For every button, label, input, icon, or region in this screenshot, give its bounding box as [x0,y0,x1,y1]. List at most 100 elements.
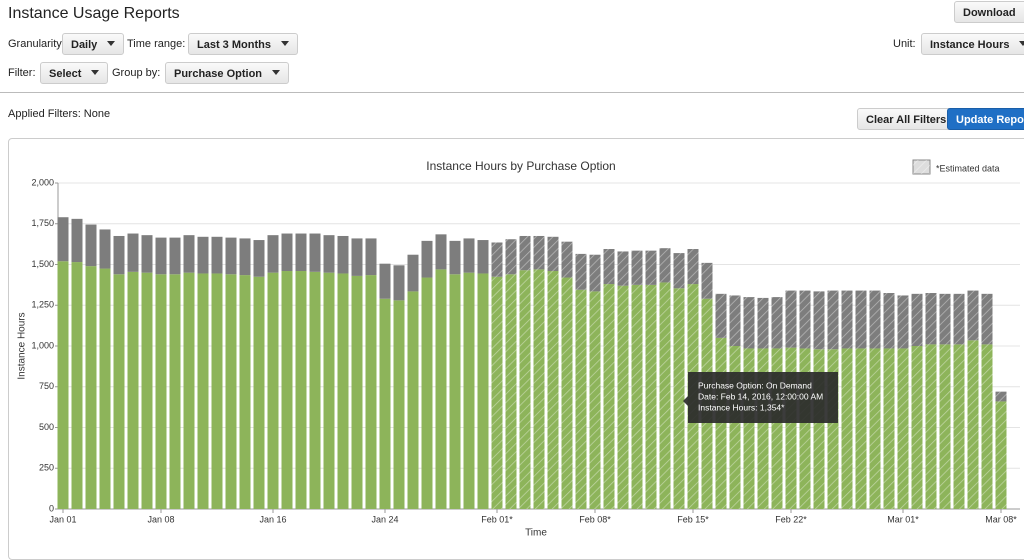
bar-segment [239,275,251,509]
label: Group by: [112,67,161,79]
bar-segment [281,271,293,509]
page-title: Instance Usage Reports [8,5,180,22]
divider [0,92,1024,93]
estimated-hatch [687,249,699,285]
update-button[interactable]: Update Report [947,108,1024,130]
estimated-hatch [589,291,601,509]
estimated-hatch [743,348,755,509]
estimated-hatch [575,289,587,509]
label: Filter: [8,67,36,79]
y-tick-label: 500 [39,422,54,432]
bar-segment [477,240,489,274]
estimated-hatch [813,291,825,350]
bar-segment [71,262,83,509]
bar-segment [449,274,461,509]
estimated-hatch [491,242,503,277]
bar-segment [253,240,265,277]
bar-segment [365,238,377,276]
tooltip-box [683,372,838,423]
label: Time range: [127,38,186,50]
bar-segment [197,273,209,509]
estimated-hatch [617,285,629,509]
bar-segment [295,233,307,272]
bar-segment [449,240,461,275]
download-button[interactable]: Download [954,1,1024,23]
estimated-hatch [981,293,993,345]
estimated-hatch [505,274,517,509]
legend-label: *Estimated data [936,163,1000,173]
group-by-dropdown[interactable]: Purchase Option [165,62,290,84]
estimated-hatch [659,282,671,509]
bar-segment [281,233,293,272]
bar-segment [127,271,139,509]
bar-segment [211,236,223,274]
x-axis-title: Time [525,528,547,539]
estimated-hatch [673,253,685,289]
estimated-hatch [533,269,545,509]
estimated-hatch [729,295,741,346]
estimated-hatch [855,290,867,349]
estimated-hatch [603,284,615,509]
bar-segment [421,277,433,509]
estimated-hatch [883,348,895,509]
estimated-hatch [561,277,573,509]
y-tick-label: 1,250 [31,300,54,310]
bar-segment [113,274,125,509]
bar-segment [211,273,223,509]
estimated-hatch [771,297,783,349]
estimated-hatch [743,297,755,349]
estimated-hatch [785,347,797,509]
x-tick-label: Mar 08* [985,514,1017,524]
bar-segment [477,273,489,509]
bar-segment [253,276,265,509]
legend-hatch [913,160,930,174]
clear-button[interactable]: Clear All Filters [857,108,956,130]
bar-segment [309,233,321,272]
estimated-hatch [813,349,825,509]
y-axis-title: Instance Hours [17,312,28,379]
y-tick-label: 1,750 [31,218,54,228]
unit-dropdown[interactable]: Instance Hours [921,33,1024,55]
estimated-hatch [645,284,657,509]
estimated-hatch [617,251,629,286]
estimated-hatch [519,235,531,271]
estimated-hatch [715,293,727,338]
bar-segment [239,238,251,276]
bar-segment [141,235,153,273]
bar-segment [169,237,181,275]
estimated-hatch [547,271,559,509]
estimated-hatch [757,348,769,509]
estimated-hatch [841,290,853,349]
y-tick-label: 2,000 [31,177,54,187]
estimated-hatch [785,290,797,348]
estimated-hatch [603,249,615,285]
granularity-dropdown[interactable]: Daily [62,33,125,55]
time-range-dropdown[interactable]: Last 3 Months [188,33,298,55]
estimated-hatch [925,344,937,509]
bar-segment [85,224,97,267]
bar-segment [309,271,321,509]
page: Instance Usage Reports Download Granular… [0,0,1024,545]
estimated-hatch [939,344,951,509]
bar-segment [57,261,69,509]
estimated-hatch [561,241,573,278]
tooltip-line: Purchase Option: On Demand [698,380,812,390]
bar-segment [267,272,279,509]
estimated-hatch [869,348,881,509]
bar-segment [169,274,181,509]
estimated-hatch [967,290,979,341]
estimated-hatch [575,253,587,290]
bar-segment [337,235,349,274]
chart-title: Instance Hours by Purchase Option [426,159,615,173]
estimated-hatch [533,235,545,270]
x-tick-label: Feb 08* [579,514,611,524]
filter-dropdown[interactable]: Select [40,62,109,84]
bar-segment [435,269,447,509]
estimated-hatch [841,348,853,509]
bar-segment [155,237,167,275]
estimated-hatch [659,248,671,283]
estimated-hatch [897,295,909,349]
bar-segment [141,272,153,509]
x-tick-label: Jan 24 [371,514,398,524]
y-tick-label: 1,000 [31,340,54,350]
